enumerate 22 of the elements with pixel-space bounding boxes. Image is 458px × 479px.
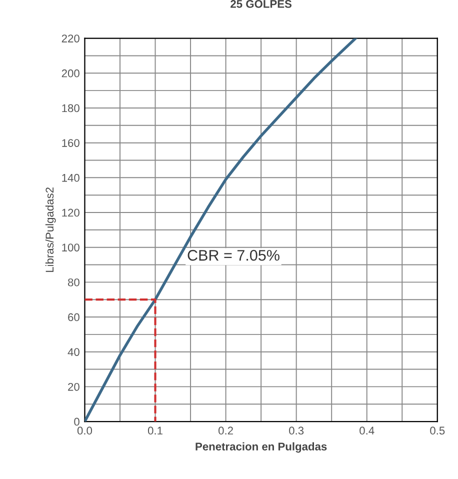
- y-tick-label: 180: [62, 104, 80, 112]
- y-tick-label: 140: [62, 174, 80, 182]
- y-tick-label: 80: [68, 278, 80, 286]
- x-tick-label: 0.0: [77, 426, 92, 435]
- y-tick-label: 100: [62, 244, 80, 252]
- y-tick-label: 200: [62, 69, 80, 78]
- y-tick-label: 60: [68, 313, 80, 322]
- y-tick-label: 120: [62, 208, 80, 217]
- y-tick-label: 20: [68, 382, 80, 391]
- x-tick-label: 0.3: [289, 426, 304, 435]
- y-tick-label: 160: [62, 139, 80, 147]
- x-tick-label: 0.1: [148, 426, 162, 435]
- chart-title: 25 GOLPES: [230, 0, 292, 8]
- x-tick-label: 0.5: [430, 426, 445, 435]
- x-tick-label: 0.4: [360, 426, 374, 435]
- y-tick-label: 40: [68, 348, 80, 356]
- annotation: CBR = 7.05%: [188, 250, 280, 261]
- x-axis-title: Penetracion en Pulgadas: [196, 442, 327, 453]
- y-tick-label: 220: [62, 34, 80, 42]
- y-tick-label: 0: [74, 418, 80, 426]
- y-axis-title: Libras/Pulgadas2: [45, 188, 56, 272]
- x-tick-label: 0.2: [218, 426, 233, 435]
